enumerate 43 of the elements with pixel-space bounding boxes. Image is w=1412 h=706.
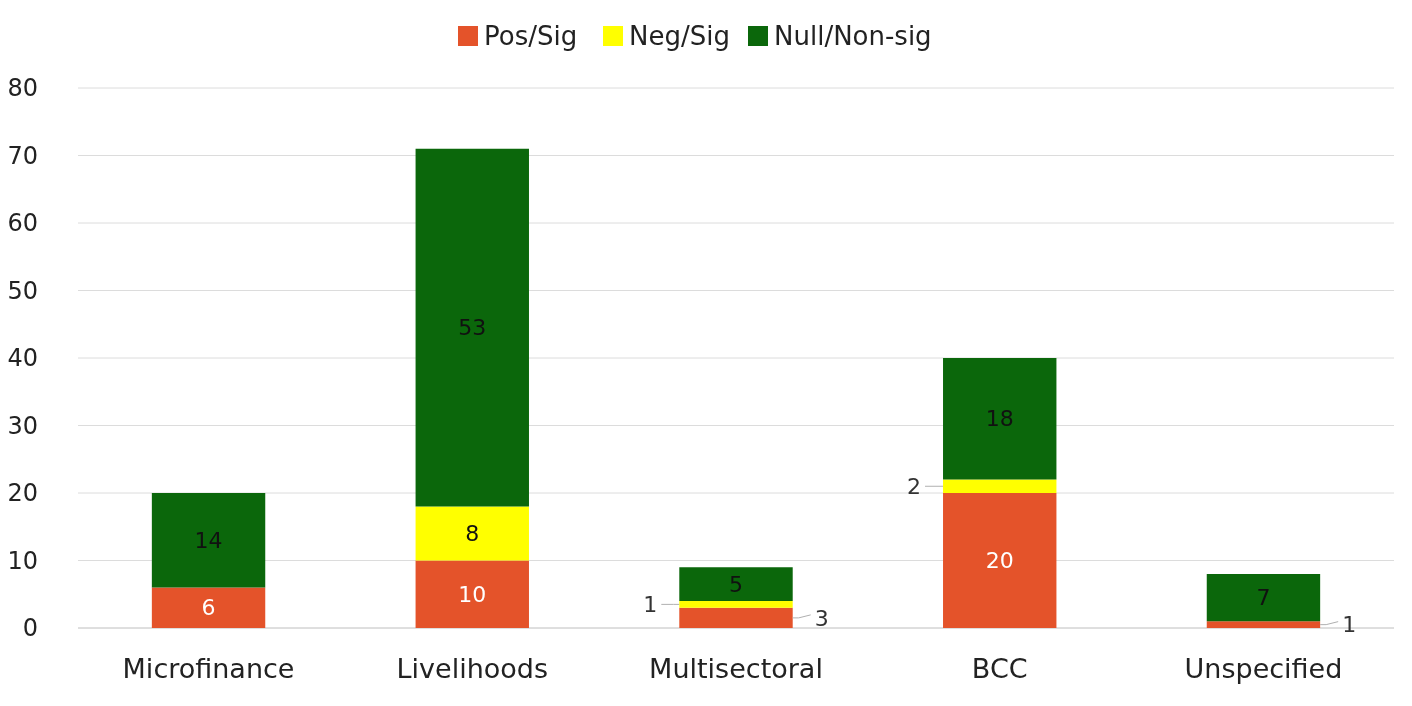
data-label: 18 (985, 406, 1014, 432)
bar (943, 358, 1057, 480)
bar (1206, 574, 1321, 622)
data-label: 2 (907, 473, 922, 499)
y-tick-label: 10 (7, 546, 38, 575)
x-tick-label: Microfinance (122, 653, 295, 684)
y-tick-label: 50 (7, 276, 38, 305)
legend-label: Null/Non-sig (774, 21, 932, 52)
bar (679, 607, 793, 628)
bar (943, 479, 1057, 493)
data-label: 7 (1256, 585, 1271, 611)
bar (1206, 621, 1321, 628)
bar (415, 506, 529, 561)
bar (943, 493, 1057, 628)
data-label: 20 (985, 548, 1014, 574)
bar (415, 148, 529, 507)
bar (151, 493, 266, 588)
data-label: 3 (814, 605, 829, 631)
x-tick-label: Unspecified (1184, 653, 1343, 684)
data-label: 1 (1342, 612, 1357, 638)
data-label: 10 (458, 581, 487, 607)
bar (679, 601, 793, 608)
y-tick-label: 0 (22, 614, 38, 643)
data-label: 8 (465, 521, 480, 547)
y-tick-label: 40 (7, 344, 38, 373)
bar (415, 560, 529, 628)
data-label: 53 (458, 315, 487, 341)
bar (679, 567, 793, 601)
data-label: 1 (643, 592, 658, 618)
y-tick-label: 80 (7, 74, 38, 103)
y-tick-label: 30 (7, 411, 38, 440)
legend-label: Neg/Sig (629, 21, 730, 52)
y-tick-label: 60 (7, 209, 38, 238)
bar (151, 587, 266, 628)
y-tick-label: 20 (7, 479, 38, 508)
x-tick-label: Livelihoods (396, 653, 549, 684)
legend-label: Pos/Sig (484, 21, 578, 52)
y-tick-label: 70 (7, 141, 38, 170)
data-label: 5 (729, 571, 743, 597)
data-label: 14 (194, 527, 223, 553)
x-tick-label: Multisectoral (649, 653, 823, 684)
data-label: 6 (201, 595, 216, 621)
x-tick-label: BCC (971, 653, 1028, 684)
